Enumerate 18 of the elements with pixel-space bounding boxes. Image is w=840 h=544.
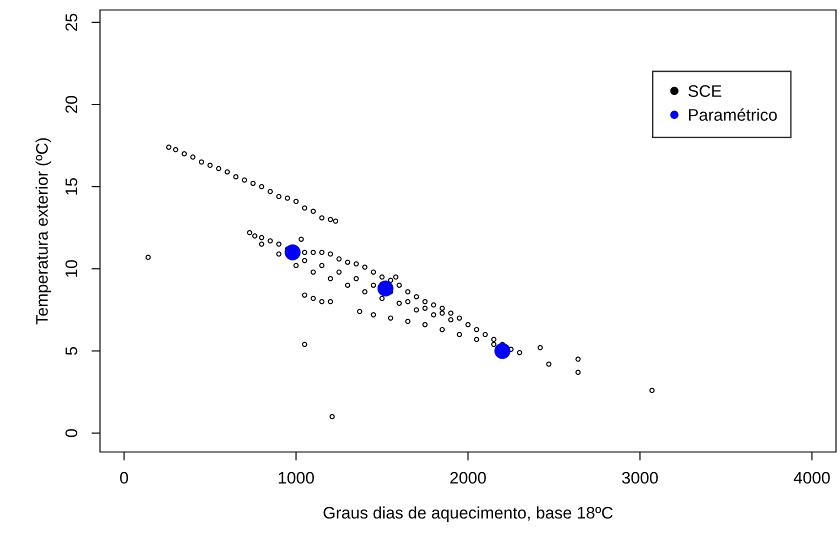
x-tick-label: 1000 [278,472,314,484]
x-tick-label: 3000 [622,472,658,484]
x-tick-label: 4000 [794,472,830,484]
x-axis-title: Graus dias de aquecimento, base 18ºC [324,506,613,522]
legend-label: SCE [688,85,722,97]
y-tick-label: 10 [65,260,78,277]
y-tick-label: 20 [65,96,78,113]
point [377,280,394,296]
y-tick-label: 25 [65,14,78,31]
y-tick-label: 5 [66,347,78,355]
x-tick-label: 0 [120,472,128,484]
y-axis-title: Temperatura exterior (ºC) [36,138,52,324]
legend-label: Paramétrico [689,108,777,121]
y-tick-label: 0 [65,429,78,438]
y-tick-label: 15 [66,178,78,195]
x-tick-label: 2000 [450,472,486,484]
point [494,342,510,359]
point [284,244,301,260]
